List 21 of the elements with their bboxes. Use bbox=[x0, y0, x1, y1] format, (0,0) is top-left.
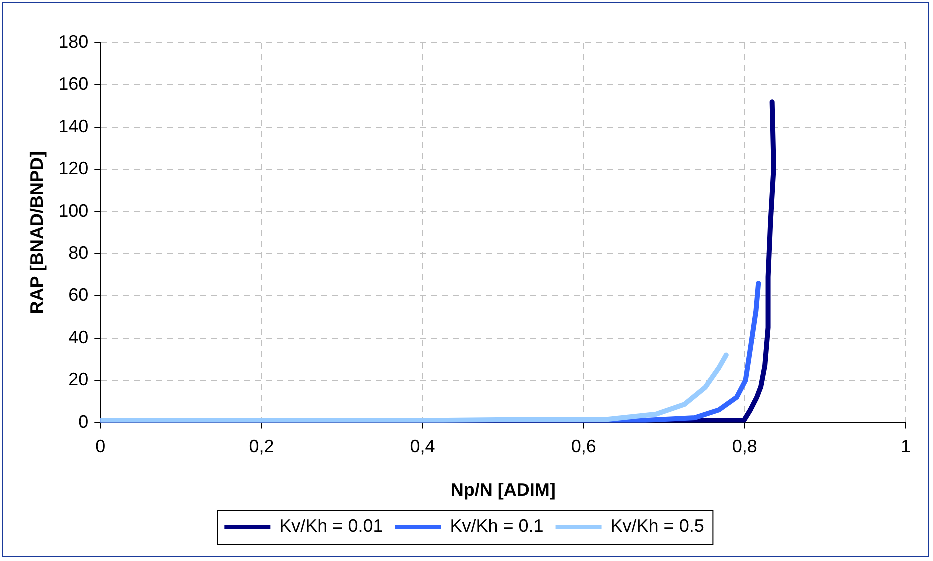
y-tick-label: 20 bbox=[68, 370, 89, 390]
y-tick-label: 40 bbox=[68, 327, 89, 348]
y-tick-label: 140 bbox=[58, 116, 89, 136]
y-tick-label: 0 bbox=[78, 412, 89, 432]
y-axis-title: RAP [BNAD/BNPD] bbox=[26, 152, 47, 314]
x-tick-label: 0,4 bbox=[410, 436, 436, 457]
x-tick-label: 0,8 bbox=[732, 436, 758, 457]
y-tick-label: 120 bbox=[58, 158, 89, 179]
y-tick-label: 100 bbox=[58, 200, 89, 221]
y-tick-label: 80 bbox=[68, 242, 89, 263]
legend-label: Kv/Kh = 0.01 bbox=[280, 516, 384, 536]
legend-label: Kv/Kh = 0.5 bbox=[610, 516, 704, 536]
x-tick-label: 0,2 bbox=[249, 436, 274, 457]
legend-label: Kv/Kh = 0.1 bbox=[450, 516, 544, 536]
x-axis-title: Np/N [ADIM] bbox=[450, 480, 556, 500]
x-tick-label: 1 bbox=[900, 436, 912, 457]
y-tick-label: 160 bbox=[58, 74, 89, 94]
x-tick-label: 0 bbox=[96, 436, 106, 457]
x-tick-label: 0,6 bbox=[571, 436, 596, 457]
y-tick-label: 180 bbox=[58, 32, 89, 52]
y-tick-label: 60 bbox=[68, 285, 89, 306]
